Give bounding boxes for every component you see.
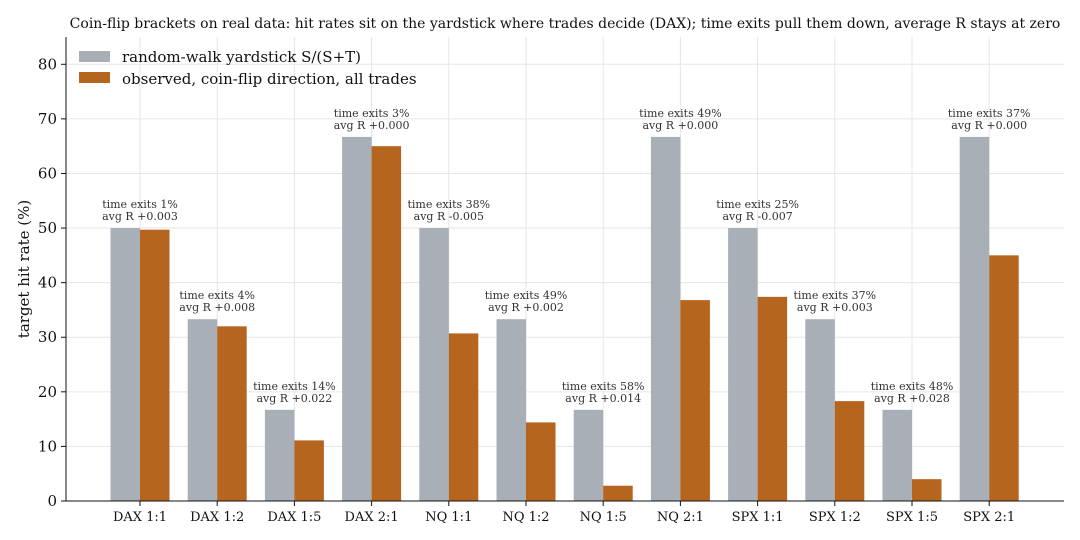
bar-observed	[757, 296, 788, 501]
annotation-avg-r: avg R +0.002	[488, 301, 564, 314]
y-tick-label: 70	[38, 110, 57, 128]
bar-yardstick	[882, 409, 912, 501]
bar-observed	[680, 300, 710, 501]
legend-label-yardstick: random-walk yardstick S/(S+T)	[122, 48, 361, 66]
y-tick-label: 60	[38, 164, 57, 182]
annotation-time-exits: time exits 49%	[485, 289, 568, 302]
x-tick-label: SPX 1:1	[732, 510, 784, 525]
annotation-avg-r: avg R +0.028	[874, 392, 950, 405]
annotation-time-exits: time exits 14%	[253, 380, 336, 393]
annotation-time-exits: time exits 1%	[102, 198, 178, 211]
bar-yardstick	[342, 136, 372, 501]
x-tick-label: SPX 2:1	[963, 510, 1015, 525]
bar-yardstick	[110, 228, 140, 501]
annotation-time-exits: time exits 58%	[562, 380, 645, 393]
x-tick-label: SPX 1:5	[886, 510, 938, 525]
y-axis-label: target hit rate (%)	[15, 200, 33, 338]
y-tick-label: 10	[38, 437, 57, 455]
bar-observed	[834, 401, 865, 501]
bar-observed	[448, 333, 479, 501]
legend: random-walk yardstick S/(S+T) observed, …	[79, 48, 417, 88]
annotation-avg-r: avg R +0.000	[951, 119, 1027, 132]
bar-observed	[989, 255, 1019, 501]
x-tick-label: NQ 2:1	[657, 510, 704, 525]
annotation-time-exits: time exits 37%	[793, 289, 876, 302]
annotation-avg-r: avg R -0.005	[414, 210, 484, 223]
annotation-avg-r: avg R +0.000	[334, 119, 410, 132]
bar-observed	[371, 146, 402, 502]
bar-yardstick	[187, 319, 218, 501]
legend-swatch-yardstick	[79, 51, 110, 62]
annotation-avg-r: avg R -0.007	[722, 210, 792, 223]
x-tick-label: SPX 1:2	[809, 510, 861, 525]
annotation-avg-r: avg R +0.022	[257, 392, 333, 405]
chart-title: Coin-flip brackets on real data: hit rat…	[70, 16, 1061, 32]
bar-observed	[294, 440, 324, 501]
x-tick-label: DAX 2:1	[345, 510, 399, 525]
y-tick-label: 80	[38, 55, 57, 73]
x-tick-label: DAX 1:5	[267, 510, 321, 525]
bar-observed	[526, 422, 556, 501]
bar-yardstick	[959, 136, 990, 501]
legend-swatch-observed	[79, 72, 110, 83]
annotation-avg-r: avg R +0.003	[102, 210, 178, 223]
legend-label-observed: observed, coin-flip direction, all trade…	[122, 70, 417, 88]
y-tick-label: 50	[38, 219, 57, 237]
annotation-time-exits: time exits 37%	[948, 107, 1031, 120]
annotation-time-exits: time exits 3%	[334, 107, 410, 120]
bar-yardstick	[496, 319, 526, 501]
x-tick-label: DAX 1:1	[113, 510, 167, 525]
annotation-time-exits: time exits 25%	[716, 198, 799, 211]
bar-yardstick	[805, 319, 835, 501]
y-tick-label: 0	[47, 492, 57, 510]
tick-labels: 0 10 20 30 40 50 60 70 80 DAX 1:1 DAX 1:2 DAX 1:5 DA…	[38, 55, 1015, 525]
annotation-time-exits: time exits 49%	[639, 107, 722, 120]
y-tick-label: 30	[38, 328, 57, 346]
bar-observed	[140, 229, 170, 501]
axes	[61, 37, 1064, 506]
bar-yardstick	[419, 228, 449, 501]
x-tick-label: NQ 1:2	[502, 510, 549, 525]
y-tick-label: 20	[38, 383, 57, 401]
bar-yardstick	[650, 136, 681, 501]
annotation-time-exits: time exits 48%	[871, 380, 954, 393]
bar-observed	[912, 479, 942, 501]
annotation-avg-r: avg R +0.000	[643, 119, 719, 132]
bar-observed	[217, 326, 247, 501]
bar-yardstick	[573, 409, 604, 501]
annotation-avg-r: avg R +0.008	[179, 301, 255, 314]
x-tick-label: NQ 1:1	[425, 510, 472, 525]
annotation-time-exits: time exits 4%	[179, 289, 255, 302]
annotation-time-exits: time exits 38%	[407, 198, 490, 211]
annotation-avg-r: avg R +0.003	[797, 301, 873, 314]
x-tick-label: NQ 1:5	[580, 510, 627, 525]
x-tick-label: DAX 1:2	[190, 510, 244, 525]
y-tick-label: 40	[38, 274, 57, 292]
bar-observed	[603, 485, 633, 501]
bar-yardstick	[264, 409, 295, 501]
bar-yardstick	[728, 228, 758, 501]
annotation-avg-r: avg R +0.014	[565, 392, 641, 405]
bars	[110, 136, 1019, 502]
